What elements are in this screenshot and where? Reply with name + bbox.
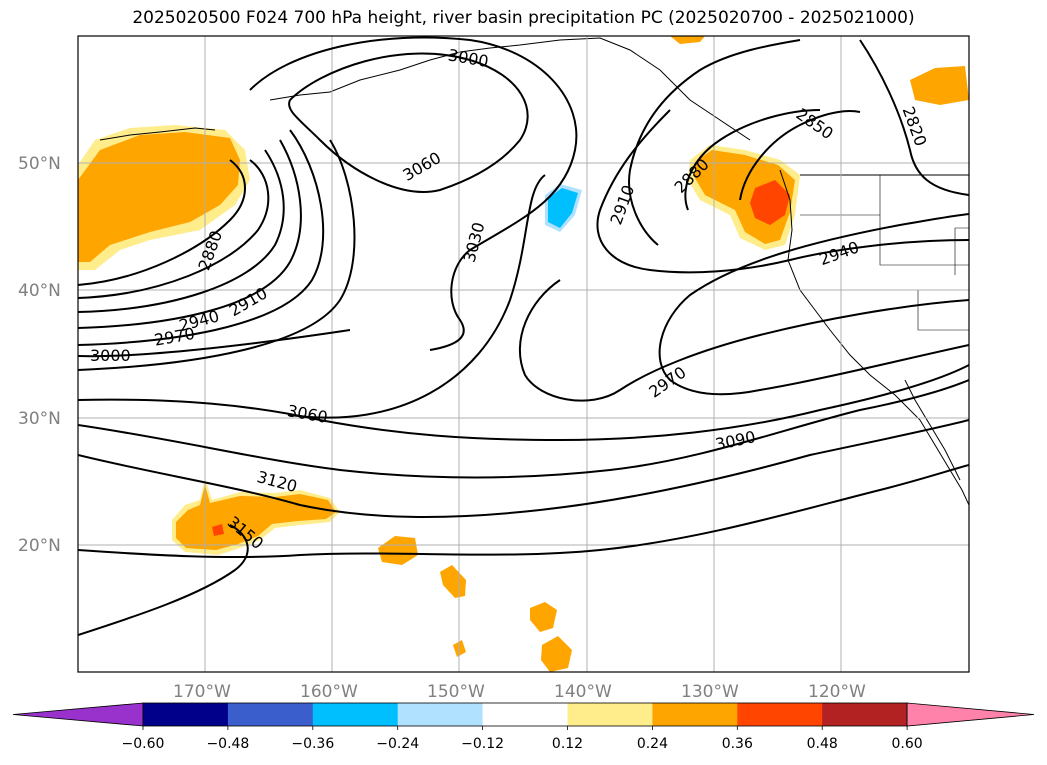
contour-west-4 (78, 139, 302, 329)
shade-blue-inner (548, 188, 578, 228)
colorbar-tick-label: −0.12 (461, 736, 504, 752)
colorbar-tick-label: 0.60 (892, 736, 923, 752)
contour-west-5 (78, 129, 325, 346)
contour-2880 (684, 109, 821, 211)
coast-baja (904, 379, 961, 481)
lon-label: 120°W (808, 682, 866, 702)
height-contours (78, 36, 969, 636)
colorbar-tick-label: −0.36 (291, 736, 334, 752)
latitude-labels: 50°N 40°N 30°N 20°N (18, 154, 61, 556)
contour-2910-east (628, 39, 801, 246)
shade-nw-inner (78, 132, 240, 262)
colorbar-tick-label: 0.12 (552, 736, 583, 752)
coast-westus (779, 169, 969, 506)
colorbar-extend-high (906, 702, 1035, 727)
contour-3060-south (78, 364, 969, 442)
contour-3150b (78, 464, 969, 559)
contour-3090-east (658, 213, 969, 396)
colorbar-segment (312, 703, 399, 726)
contour-west-2 (78, 159, 270, 299)
lat-label: 30°N (18, 409, 61, 429)
colorbar-segment (227, 703, 314, 726)
colorbar-segment (482, 703, 568, 726)
shade-top (670, 36, 705, 44)
lon-label: 170°W (173, 682, 231, 702)
precipitation-shading (78, 36, 969, 672)
contour-label: 3000 (90, 346, 131, 365)
lon-label: 160°W (300, 682, 358, 702)
contour-west-1 (78, 159, 246, 286)
contour-2850 (739, 110, 861, 201)
contour-3120 (78, 419, 969, 518)
lat-label: 20°N (18, 536, 61, 556)
coast-alaska (99, 37, 751, 141)
map-border (77, 35, 970, 673)
shade-tr (910, 66, 969, 105)
shade-hawaii-core (212, 524, 224, 536)
shade-isle-1 (378, 536, 418, 565)
colorbar-border (142, 702, 908, 727)
contour-3090 (78, 379, 969, 479)
contour-2940-east (596, 109, 969, 274)
colorbar-segment (143, 703, 229, 726)
contour-3000-west (78, 329, 351, 358)
contour-2820 (859, 39, 969, 196)
colorbar-segment (737, 703, 823, 726)
coastlines (99, 37, 969, 506)
contour-west-3 (78, 149, 285, 313)
colorbar-tick-label: 0.48 (807, 736, 838, 752)
colorbar-segment (397, 703, 484, 726)
shade-ne-core (750, 180, 790, 225)
colorbar: −0.60 −0.48 −0.36 −0.24 −0.12 0.12 0.24 0.36 0.4… (12, 702, 1035, 752)
contour-3000-top (288, 52, 529, 193)
colorbar-tick-label: −0.48 (206, 736, 249, 752)
contour-2970-east (519, 279, 969, 402)
lon-label: 150°W (427, 682, 485, 702)
colorbar-segment (652, 703, 738, 726)
colorbar-extend-low (12, 702, 144, 727)
lat-label: 50°N (18, 154, 61, 174)
border-states (800, 175, 969, 331)
lon-label: 130°W (681, 682, 739, 702)
map-title: 2025020500 F024 700 hPa height, river ba… (132, 8, 915, 28)
colorbar-tick-label: −0.60 (122, 736, 165, 752)
colorbar-segment (822, 703, 908, 726)
longitude-labels: 170°W 160°W 150°W 140°W 130°W 120°W (173, 682, 866, 702)
lon-label: 140°W (554, 682, 612, 702)
contour-west-6 (78, 139, 356, 371)
shade-isle-4 (541, 636, 572, 672)
contour-3030 (249, 36, 578, 351)
colorbar-segment (567, 703, 653, 726)
colorbar-tick-label: 0.24 (637, 736, 668, 752)
contour-3150 (78, 524, 249, 636)
shade-isle-3 (530, 602, 557, 632)
colorbar-tick-label: 0.36 (722, 736, 753, 752)
colorbar-tick-label: −0.24 (376, 736, 419, 752)
lat-label: 40°N (18, 281, 61, 301)
contour-3060-mid (289, 174, 546, 419)
